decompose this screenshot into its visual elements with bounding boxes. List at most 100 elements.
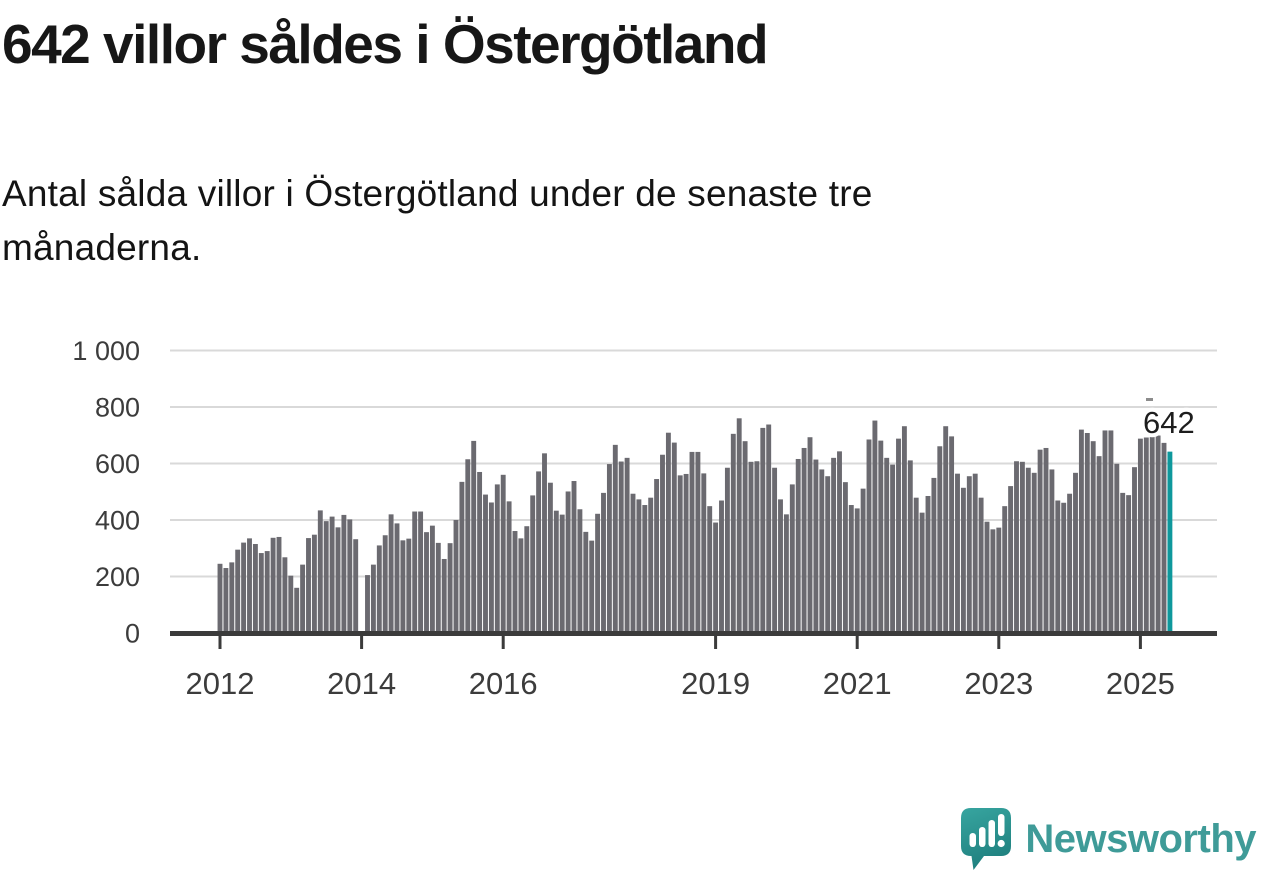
newsworthy-logo-icon	[961, 808, 1012, 870]
bar	[353, 539, 359, 633]
x-axis-line	[170, 631, 1217, 636]
bar	[978, 497, 984, 633]
bar	[842, 482, 848, 633]
bar	[553, 510, 559, 633]
bar	[1008, 486, 1014, 633]
bar	[1143, 437, 1149, 633]
bar	[654, 479, 660, 633]
bar	[1084, 432, 1090, 633]
bar	[778, 499, 783, 633]
bar	[642, 505, 648, 633]
logo-exclamation-dot	[997, 839, 1006, 848]
bar	[235, 549, 241, 633]
bar	[831, 457, 837, 633]
bar	[247, 538, 252, 633]
bar	[1078, 429, 1084, 633]
bar	[813, 459, 819, 633]
highlight-bar	[1167, 451, 1173, 633]
bar	[695, 451, 701, 633]
label-artifact-dash	[1146, 398, 1153, 401]
y-axis-tick-label: 200	[95, 562, 140, 592]
bar	[547, 482, 553, 633]
bar	[931, 477, 937, 633]
bar	[565, 491, 571, 633]
bar	[1002, 506, 1008, 633]
bar	[783, 514, 789, 633]
x-axis-tick-label: 2023	[964, 666, 1033, 701]
bar	[471, 440, 477, 633]
bar	[1043, 447, 1049, 633]
bar	[323, 521, 329, 633]
bar	[630, 493, 636, 633]
bar	[618, 461, 624, 633]
bar	[376, 545, 382, 633]
chart-subtitle-line2: månaderna.	[2, 227, 202, 268]
bar	[571, 481, 577, 633]
bar	[1014, 461, 1019, 633]
x-axis-tick-label: 2012	[186, 666, 255, 701]
bar	[270, 537, 276, 633]
bar	[583, 531, 589, 633]
bar	[382, 535, 388, 633]
bar	[453, 520, 459, 633]
bar	[258, 553, 264, 633]
bar	[1096, 456, 1102, 633]
bar	[595, 513, 601, 633]
bar	[306, 538, 311, 633]
x-axis-tick	[1138, 636, 1142, 649]
bar	[1137, 438, 1143, 633]
bar	[819, 469, 825, 633]
bar	[624, 457, 630, 633]
bar	[524, 526, 530, 633]
bar	[972, 473, 978, 633]
bar	[506, 501, 512, 633]
bar	[494, 484, 500, 633]
bar	[335, 527, 341, 633]
bar	[241, 542, 247, 633]
bar	[223, 568, 229, 633]
bar	[719, 500, 724, 633]
bar	[536, 471, 542, 633]
bar	[612, 444, 618, 633]
bar	[760, 427, 766, 633]
bar	[1061, 502, 1067, 633]
bar	[907, 460, 913, 633]
bar	[217, 563, 223, 633]
x-axis-tick	[218, 636, 222, 649]
bar	[660, 454, 665, 633]
bar	[1155, 435, 1161, 633]
bar	[966, 476, 972, 633]
bar	[435, 542, 441, 633]
bar	[1114, 463, 1120, 633]
logo-chart-bar-large	[988, 820, 996, 847]
y-axis-tick-label: 400	[95, 506, 140, 536]
x-axis-tick-label: 2014	[327, 666, 396, 701]
bar	[848, 505, 854, 633]
bar	[465, 459, 471, 633]
bar	[518, 538, 524, 633]
bar	[807, 437, 813, 633]
bar	[447, 543, 453, 633]
bar-chart: 0 200 400 600 800 1 000 2012 2014 2016 2019 2021 20…	[0, 329, 1262, 711]
bar	[896, 438, 901, 633]
bar	[1073, 472, 1078, 633]
bar	[689, 451, 695, 633]
bar	[606, 464, 612, 633]
logo-chart-bar-medium	[979, 827, 986, 847]
bar	[866, 439, 872, 633]
bar	[1108, 430, 1114, 633]
bar	[1132, 467, 1137, 633]
bar	[789, 484, 795, 633]
x-axis-tick-label: 2025	[1106, 666, 1175, 701]
newsworthy-wordmark: Newsworthy	[1025, 816, 1256, 861]
bar	[884, 457, 890, 633]
bar	[742, 441, 748, 633]
bar	[636, 499, 642, 633]
bar	[825, 476, 831, 633]
x-axis-tick-label: 2016	[469, 666, 538, 701]
bar	[412, 511, 418, 633]
bar	[300, 564, 306, 633]
bar	[542, 453, 547, 633]
bar	[1019, 461, 1025, 633]
